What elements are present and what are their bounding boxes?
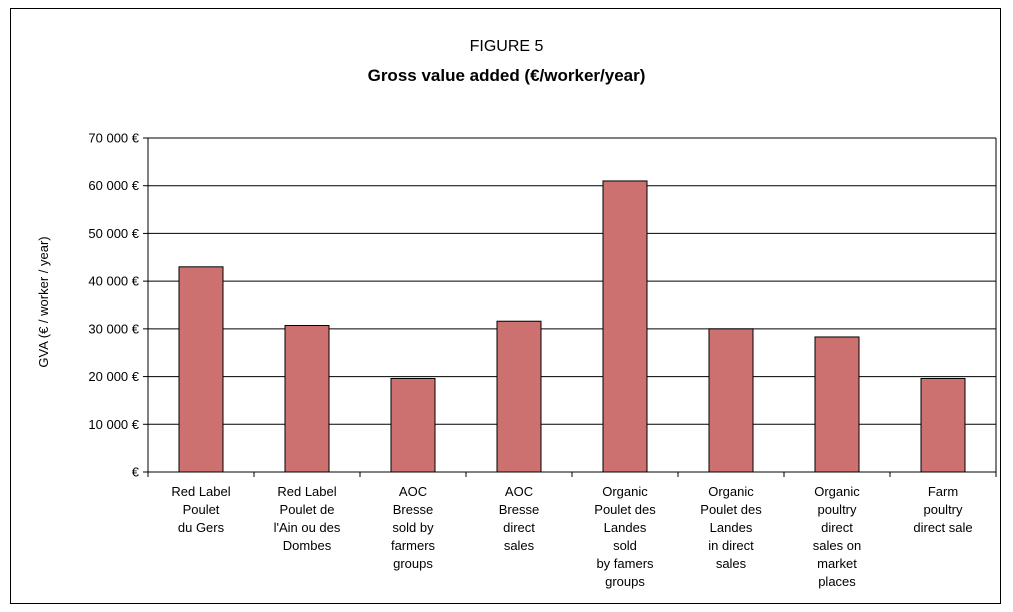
- x-category-label: Red Label Poulet de l'Ain ou des Dombes: [274, 484, 341, 553]
- figure-label: FIGURE 5: [469, 38, 544, 55]
- x-category-label: AOC Bresse direct sales: [499, 484, 539, 553]
- bar: [920, 377, 966, 473]
- y-tick-label: €: [132, 465, 140, 480]
- figure-frame: [10, 8, 1001, 604]
- y-axis-title: GVA (€ / worker / year): [36, 236, 51, 367]
- chart-title: Gross value added (€/worker/year): [367, 66, 646, 85]
- y-tick-labels: €10 000 € 20 000 € 30 000 € 40 000 € 50 000 …: [88, 131, 139, 480]
- bar: [178, 266, 224, 473]
- bar: [708, 328, 754, 473]
- y-tick-label: 20 000 €: [88, 369, 139, 384]
- gridlines: [148, 137, 996, 425]
- x-category-label: Red Label Poulet du Gers: [171, 484, 230, 535]
- bar: [284, 325, 330, 473]
- y-tick-label: 30 000 €: [88, 321, 139, 336]
- bar: [496, 320, 542, 473]
- y-tick-label: 50 000 €: [88, 226, 139, 241]
- x-category-labels: Red Label Poulet du Gers Red Label Poulet de…: [171, 484, 972, 589]
- bars: [178, 180, 966, 473]
- x-category-label: Organic Poulet des Landes in direct sales: [700, 484, 762, 571]
- x-category-label: Farm poultry direct sale: [913, 484, 972, 535]
- x-category-label: Organic poultry direct sales on market places: [813, 484, 861, 589]
- y-tick-label: 40 000 €: [88, 274, 139, 289]
- y-tick-label: 60 000 €: [88, 178, 139, 193]
- bar: [390, 377, 436, 473]
- x-category-label: Organic Poulet des Landes sold by famers grou…: [594, 484, 656, 589]
- axes: [143, 137, 997, 477]
- bar: [814, 336, 860, 473]
- bar: [602, 180, 648, 473]
- x-category-label: AOC Bresse sold by farmers groups: [391, 484, 436, 571]
- y-tick-label: 70 000 €: [88, 131, 139, 146]
- y-tick-label: 10 000 €: [88, 417, 139, 432]
